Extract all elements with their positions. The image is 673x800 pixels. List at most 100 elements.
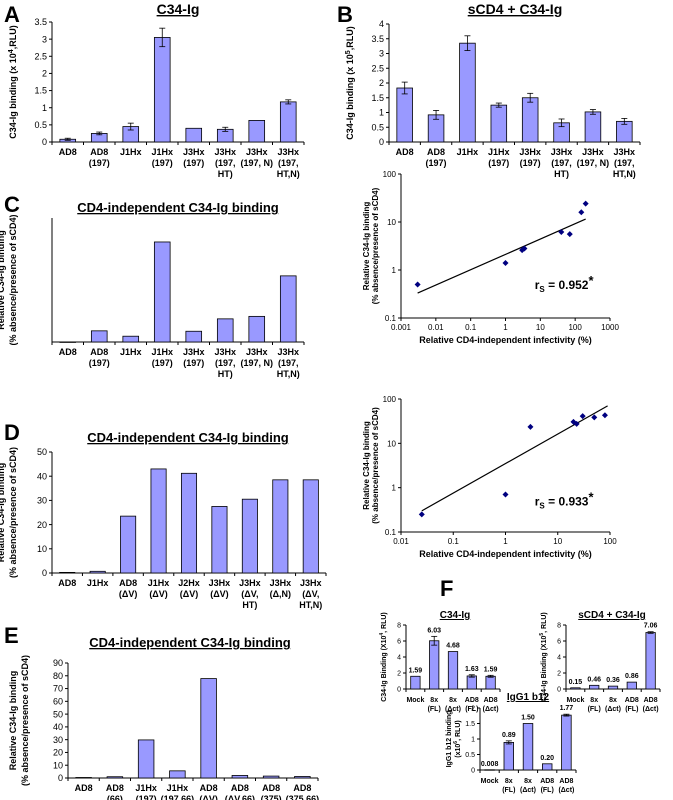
category-label: J3Hx xyxy=(277,347,299,357)
y-tick-label: 0 xyxy=(471,767,475,774)
y-axis-label-text: C34-Ig binding (x 10 xyxy=(8,53,18,139)
stat-value: = 0.933 xyxy=(545,494,589,508)
category-label: AD8 xyxy=(644,697,658,704)
y-tick-label: 4 xyxy=(397,654,401,661)
category-label: 8x xyxy=(505,778,513,785)
category-label: HT) xyxy=(218,369,233,379)
category-label: J1Hx xyxy=(151,347,173,357)
y-tick-label: 3 xyxy=(379,49,384,59)
category-label: J1Hx xyxy=(167,783,189,793)
panel-letter-e: E xyxy=(4,623,19,648)
y-tick-label: 0.1 xyxy=(385,314,397,323)
bar xyxy=(459,42,476,143)
category-label: Mock xyxy=(406,697,424,704)
x-tick-label: 100 xyxy=(603,537,617,546)
bar xyxy=(75,777,92,779)
y-tick-label: 8 xyxy=(557,622,561,629)
bar xyxy=(542,763,553,771)
panel-letter-f: F xyxy=(440,576,453,601)
y-tick-label: 0 xyxy=(397,686,401,693)
category-label: AD8 xyxy=(625,697,639,704)
data-label: 1.63 xyxy=(465,666,479,673)
stat-sub: S xyxy=(539,285,545,294)
y-axis-label-text: C34-Ig Binding (X10 xyxy=(381,636,388,702)
y-axis-label-tail: ,RLU) xyxy=(8,25,18,49)
category-label: (ΔV, xyxy=(241,589,258,599)
bar xyxy=(248,120,266,143)
category-label: J3Hx xyxy=(214,147,236,157)
chart-panel-c-right: 0.1 1 10 100 0.001 0.01 0.1 1 10 100 1000 Relative … xyxy=(362,170,619,345)
bar xyxy=(396,87,413,143)
data-point xyxy=(414,281,421,288)
data-label: 7.06 xyxy=(644,623,658,630)
y-axis-label: C34-Ig Binding (X105, RLU) xyxy=(539,612,548,702)
y-tick-label: 1 xyxy=(392,484,397,493)
bar xyxy=(294,776,311,779)
category-label: (Δct) xyxy=(605,706,621,713)
y-tick-label: 6 xyxy=(557,638,561,645)
category-label: (197, xyxy=(614,158,635,168)
category-label: AD8 xyxy=(75,783,93,793)
bar xyxy=(211,506,228,574)
category-label: (FL) xyxy=(625,706,638,713)
data-point xyxy=(573,420,580,427)
y-tick-label: 2 xyxy=(397,670,401,677)
data-point xyxy=(566,231,573,238)
bar xyxy=(645,632,656,690)
category-label: AD8 xyxy=(262,783,280,793)
y-tick-label: 1 xyxy=(471,736,475,743)
category-label: J3Hx xyxy=(614,147,636,157)
y-tick-label: 4 xyxy=(379,19,384,29)
bar xyxy=(466,675,477,690)
y-tick-label: 2 xyxy=(471,705,475,712)
category-label: (375) xyxy=(261,794,282,800)
category-label: (197) xyxy=(136,794,157,800)
category-label: J1Hx xyxy=(135,783,157,793)
data-label: 0.008 xyxy=(481,761,499,768)
category-label: J1Hx xyxy=(488,147,510,157)
category-label: J3Hx xyxy=(277,147,299,157)
y-tick-label: 0.5 xyxy=(34,120,47,130)
data-label: 1.50 xyxy=(521,715,535,722)
y-tick-label: 90 xyxy=(53,658,63,668)
category-label: (197) xyxy=(152,158,173,168)
bar xyxy=(447,651,459,690)
category-label: J1Hx xyxy=(148,578,170,588)
category-label: J3Hx xyxy=(183,347,205,357)
category-label: AD8 xyxy=(59,347,77,357)
category-label: (ΔV,66) xyxy=(225,794,255,800)
category-label: J1Hx xyxy=(151,147,173,157)
category-label: (197, xyxy=(278,358,299,368)
y-tick-label: 70 xyxy=(53,684,63,694)
panel-letter-c: C xyxy=(4,192,20,217)
bar xyxy=(589,684,600,690)
y-axis-label: Relative C34-Ig binding xyxy=(0,463,6,563)
category-label: HT,N) xyxy=(277,169,300,179)
category-label: J3Hx xyxy=(214,347,236,357)
category-label: HT,N) xyxy=(299,600,322,610)
data-point xyxy=(579,413,586,420)
category-label: (66) xyxy=(107,794,123,800)
y-tick-label: 30 xyxy=(53,735,63,745)
y-tick-label: 20 xyxy=(53,748,63,758)
y-tick-label: 3.5 xyxy=(371,34,384,44)
category-label: (197, xyxy=(551,158,572,168)
bar xyxy=(279,101,297,143)
panel-letter-d: D xyxy=(4,420,20,445)
category-label: AD8 xyxy=(540,778,554,785)
data-label: 0.20 xyxy=(540,755,554,762)
data-label: 0.15 xyxy=(569,679,583,686)
bar xyxy=(626,681,637,690)
y-axis-label-2: (% absence/presence of sCD4) xyxy=(371,187,380,304)
category-label: AD8 xyxy=(90,147,108,157)
bar xyxy=(584,111,602,143)
category-label: (ΔV) xyxy=(180,589,198,599)
category-label: J3Hx xyxy=(246,147,268,157)
category-label: (197) xyxy=(152,358,173,368)
bar xyxy=(231,775,249,779)
category-label: AD8 xyxy=(59,147,77,157)
